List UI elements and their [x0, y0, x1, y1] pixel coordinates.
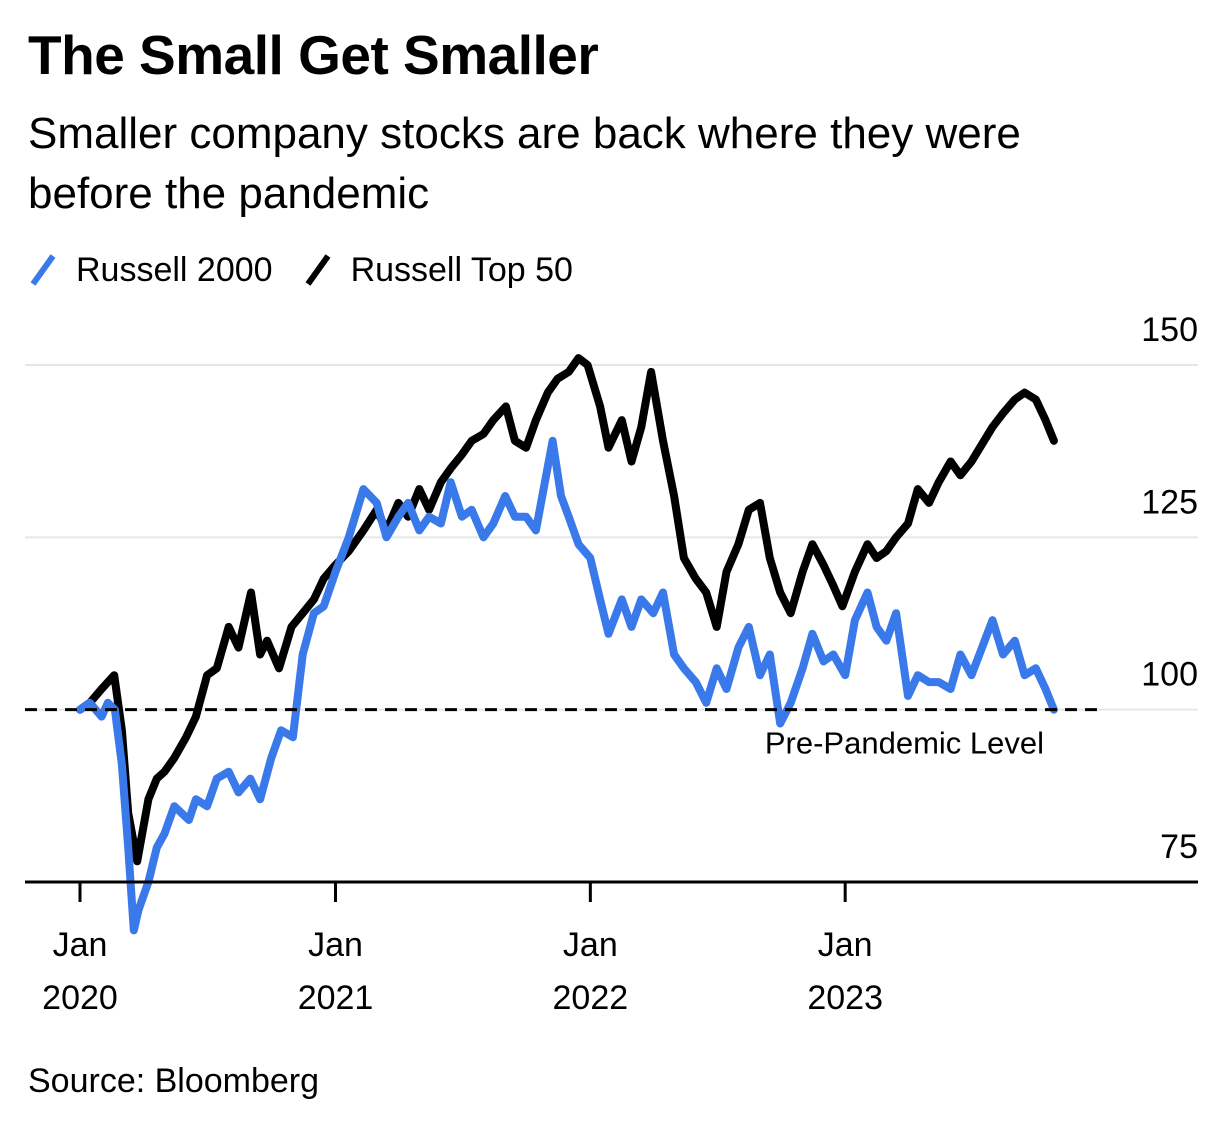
x-tick-label-month-2022: Jan	[563, 926, 618, 964]
reference-line-label: Pre-Pandemic Level	[765, 726, 1044, 761]
x-tick-label-month-2021: Jan	[308, 926, 363, 964]
x-tick-label-year-2020: 2020	[42, 979, 118, 1017]
x-tick-label-year-2022: 2022	[553, 979, 629, 1017]
y-tick-label-100: 100	[1141, 656, 1198, 694]
x-tick-label-year-2023: 2023	[807, 979, 883, 1017]
x-tick-label-year-2021: 2021	[298, 979, 374, 1017]
y-tick-label-75: 75	[1160, 828, 1198, 866]
source-note: Source: Bloomberg	[28, 1062, 319, 1101]
x-tick-label-month-2023: Jan	[818, 926, 873, 964]
y-tick-label-150: 150	[1141, 311, 1198, 349]
series-line-russell-top-50	[80, 358, 1054, 861]
x-tick-label-month-2020: Jan	[53, 926, 108, 964]
y-tick-label-125: 125	[1141, 483, 1198, 521]
line-chart: 75 100 125 150 Pre-Pandemic Level Jan 2020 Jan 2…	[0, 0, 1225, 1141]
